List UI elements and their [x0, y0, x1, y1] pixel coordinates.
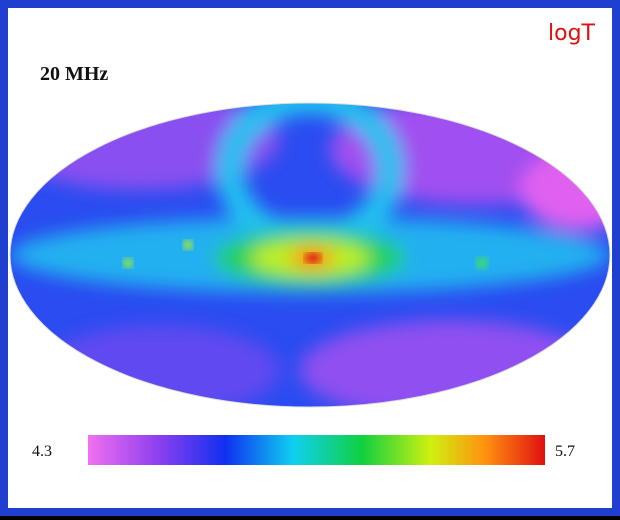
colorbar-max: 5.7 [555, 443, 575, 460]
page: logT 20 MHz 4.3 5.7 (() => { const data … [0, 0, 620, 520]
colorbar [88, 435, 545, 465]
quantity-label: logT [548, 21, 596, 46]
frequency-title: 20 MHz [40, 63, 108, 85]
figure: logT 20 MHz 4.3 5.7 [0, 0, 620, 520]
colorbar-min: 4.3 [32, 443, 52, 460]
